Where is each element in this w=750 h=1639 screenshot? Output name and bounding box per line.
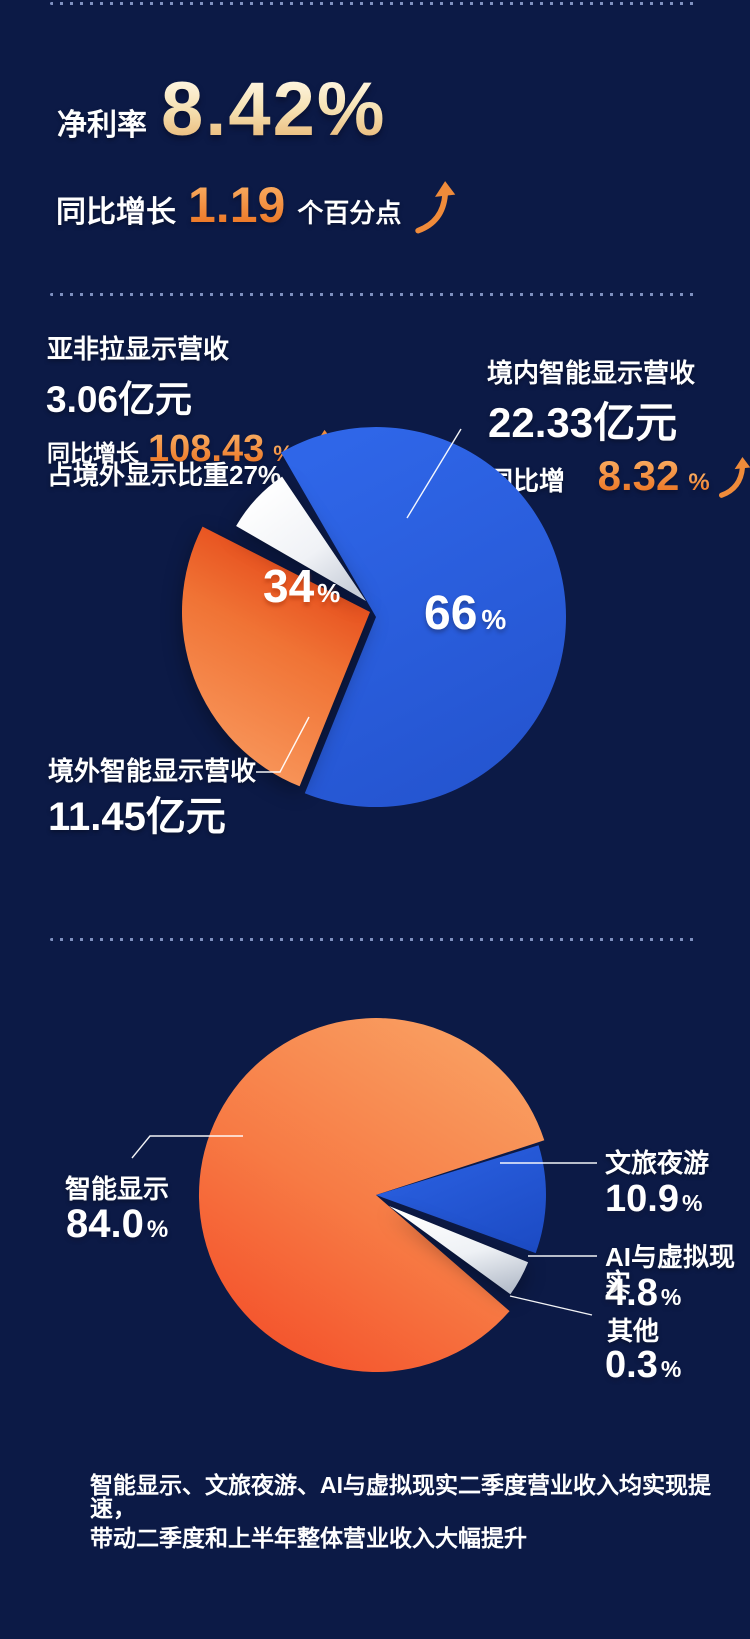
up-trend-arrow-icon — [718, 457, 750, 498]
pie-chart-revenue-mix — [198, 1018, 546, 1373]
pie2-slice-AI与虚拟现实 — [389, 1206, 529, 1295]
overseas-asia-share-note: 占境外显示比重27% — [47, 460, 282, 490]
pct-sign: % — [681, 1190, 703, 1216]
net-margin-yoy-row: 同比增长 1.19 个百分点 — [56, 168, 457, 234]
mix-night-tour-label: 文旅夜游 — [605, 1148, 710, 1178]
mix-night-tour-pct: 10.9 % — [605, 1180, 702, 1218]
pct-sign: % — [660, 1356, 682, 1382]
yoy-suffix: 个百分点 — [297, 198, 402, 228]
net-margin-block: 净利率 8.42% — [57, 72, 387, 148]
domestic-amount: 22.33亿元 — [488, 399, 678, 446]
yoy-value: 108.43 — [148, 428, 265, 470]
mix-other-label: 其他 — [607, 1316, 660, 1346]
mix-ai-vr-label: AI与虚拟现实 — [605, 1242, 736, 1298]
mix-smart-display-pct: 84.0 % — [66, 1204, 168, 1244]
mix-smart-display-label: 智能显示 — [65, 1174, 170, 1204]
pie1-domestic-pct-label: 66 % — [424, 590, 506, 638]
dotted-divider-top — [50, 2, 700, 5]
pie1-slice-境外智能显示营收 — [181, 526, 370, 787]
yoy-prefix: 同比增长 — [56, 196, 176, 229]
domestic-title: 境内智能显示营收 — [487, 358, 696, 388]
pct-sign: % — [317, 578, 341, 608]
pct-number: 10.9 — [605, 1178, 679, 1220]
overseas-total-title: 境外智能显示营收 — [48, 756, 257, 786]
overseas-asia-title: 亚非拉显示营收 — [47, 334, 230, 364]
pct-sign: % — [146, 1216, 169, 1243]
pct-number: 66 — [424, 587, 478, 640]
dotted-divider-2 — [50, 938, 700, 941]
pct-number: 34 — [263, 560, 315, 612]
pct-number: 84.0 — [66, 1202, 144, 1246]
pie-chart-domestic-overseas — [181, 427, 566, 808]
pct-sign: % — [660, 1284, 682, 1310]
net-margin-label: 净利率 — [57, 109, 147, 142]
up-trend-arrow-icon — [415, 181, 456, 234]
mix-other-pct: 0.3 % — [605, 1346, 681, 1384]
pie2-slice-智能显示 — [198, 1018, 545, 1373]
yoy-value: 8.32 — [597, 452, 680, 499]
net-margin-value: 8.42% — [161, 67, 387, 152]
pie1-slice-亚非拉显示营收（占境外显示比重27%） — [236, 476, 366, 601]
footnote-line-2: 带动二季度和上半年整体营业收入大幅提升 — [90, 1525, 527, 1551]
overseas-total-amount: 11.45亿元 — [48, 795, 226, 839]
pct-number: 4.8 — [605, 1272, 658, 1314]
yoy-prefix: 同比增长 — [47, 440, 139, 466]
pct-sign: % — [481, 604, 507, 635]
pie2-slice-文旅夜游 — [376, 1145, 546, 1254]
yoy-sign: % — [688, 469, 710, 496]
pie1-overseas-pct-label: 34 % — [263, 563, 340, 609]
pct-number: 0.3 — [605, 1344, 658, 1386]
mix-ai-vr-pct: 4.8 % — [605, 1274, 681, 1312]
pie1-slice-境内智能显示营收 — [281, 427, 566, 808]
yoy-value: 1.19 — [188, 177, 286, 233]
footnote-line-1: 智能显示、文旅夜游、AI与虚拟现实二季度营业收入均实现提速， — [90, 1472, 711, 1521]
dotted-divider-1 — [50, 293, 700, 296]
overseas-asia-amount: 3.06亿元 — [46, 379, 193, 420]
